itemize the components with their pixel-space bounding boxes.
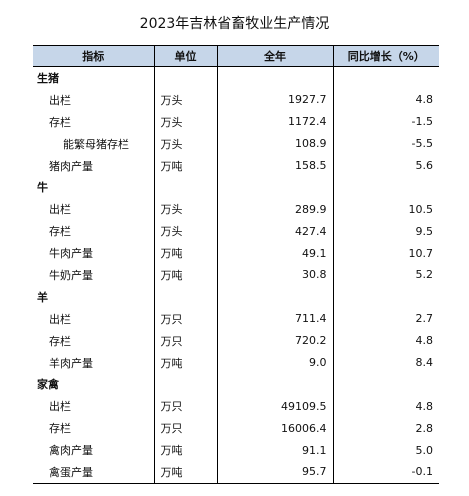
table-row: 猪肉产量 万吨 158.5 5.6 [33, 154, 439, 177]
row-growth: 4.8 [332, 88, 439, 111]
table-title: 2023年吉林省畜牧业生产情况 [139, 16, 330, 32]
row-unit: 万吨 [153, 439, 217, 462]
row-value: 1927.7 [216, 88, 333, 111]
table-row: 能繁母猪存栏 万头 108.9 -5.5 [33, 132, 439, 155]
header-year: 全年 [216, 45, 333, 67]
category-label: 家禽 [37, 378, 59, 392]
table-row: 出栏 万头 1927.7 4.8 [33, 88, 439, 111]
category-row: 羊 [33, 285, 439, 308]
table-row: 存栏 万头 1172.4 -1.5 [33, 110, 439, 133]
table-row: 存栏 万头 427.4 9.5 [33, 220, 439, 243]
row-growth: 4.8 [332, 395, 439, 418]
row-growth: 2.8 [332, 417, 439, 440]
category-row: 牛 [33, 176, 439, 199]
row-growth: -5.5 [332, 132, 439, 155]
row-unit: 万头 [153, 132, 217, 155]
row-name: 存栏 [49, 422, 71, 436]
row-unit: 万吨 [153, 264, 217, 286]
category-row: 生猪 [33, 66, 439, 89]
row-name: 禽蛋产量 [33, 461, 154, 484]
row-value: 289.9 [216, 198, 333, 221]
row-unit: 万头 [153, 88, 217, 111]
row-growth: -1.5 [332, 110, 439, 133]
row-growth: 10.7 [332, 242, 439, 265]
table-row: 出栏 万只 711.4 2.7 [33, 307, 439, 330]
row-name: 存栏 [49, 225, 71, 239]
header-unit: 单位 [153, 45, 217, 67]
row-growth: -0.1 [332, 461, 439, 484]
row-name: 出栏 [49, 312, 71, 326]
row-growth: 9.5 [332, 220, 439, 243]
row-value: 49109.5 [216, 395, 333, 418]
category-label: 牛 [37, 181, 48, 195]
row-name: 能繁母猪存栏 [63, 137, 129, 151]
row-name: 猪肉产量 [49, 159, 93, 173]
row-name: 牛奶产量 [49, 268, 93, 282]
table-row: 存栏 万只 720.2 4.8 [33, 329, 439, 352]
row-growth: 8.4 [332, 351, 439, 374]
row-unit: 万只 [153, 307, 217, 330]
row-unit: 万头 [153, 220, 217, 243]
category-row: 家禽 [33, 373, 439, 396]
category-label: 羊 [37, 290, 48, 304]
row-name: 出栏 [49, 93, 71, 107]
row-value: 158.5 [216, 154, 333, 177]
table-row: 羊肉产量 万吨 9.0 8.4 [33, 351, 439, 374]
row-value: 720.2 [216, 329, 333, 352]
table-row: 牛肉产量 万吨 49.1 10.7 [33, 242, 439, 265]
row-value: 108.9 [216, 132, 333, 155]
row-value: 9.0 [216, 351, 333, 374]
category-label: 生猪 [37, 71, 59, 85]
row-growth: 5.0 [332, 439, 439, 462]
table-row: 禽蛋产量 万吨 95.7 -0.1 [33, 461, 439, 484]
row-name: 羊肉产量 [49, 356, 93, 370]
row-value: 49.1 [216, 242, 333, 265]
header-indicator: 指标 [33, 45, 154, 67]
table-row: 禽肉产量 万吨 91.1 5.0 [33, 439, 439, 462]
row-unit: 万吨 [153, 461, 217, 484]
header-row: 指标 单位 全年 同比增长（%） [33, 45, 439, 67]
row-name: 出栏 [49, 203, 71, 217]
livestock-table: 指标 单位 全年 同比增长（%） 生猪 出栏 万头 1927.7 4.8 存栏 … [33, 45, 439, 484]
row-name: 出栏 [49, 400, 71, 414]
table-row: 存栏 万只 16006.4 2.8 [33, 417, 439, 440]
row-value: 711.4 [216, 307, 333, 330]
row-name: 牛肉产量 [49, 247, 93, 261]
row-growth: 2.7 [332, 307, 439, 330]
row-value: 91.1 [216, 439, 333, 462]
row-value: 95.7 [216, 461, 333, 484]
row-unit: 万只 [153, 329, 217, 352]
row-unit: 万只 [153, 417, 217, 440]
row-name: 存栏 [49, 115, 71, 129]
table-row: 牛奶产量 万吨 30.8 5.2 [33, 264, 439, 286]
row-growth: 10.5 [332, 198, 439, 221]
row-growth: 4.8 [332, 329, 439, 352]
row-growth: 5.6 [332, 154, 439, 177]
row-value: 427.4 [216, 220, 333, 243]
header-growth: 同比增长（%） [332, 45, 439, 67]
row-name: 存栏 [49, 334, 71, 348]
table-row: 出栏 万头 289.9 10.5 [33, 198, 439, 221]
row-unit: 万吨 [153, 154, 217, 177]
row-name: 禽肉产量 [49, 444, 93, 458]
row-value: 30.8 [216, 264, 333, 286]
row-unit: 万头 [153, 198, 217, 221]
row-unit: 万吨 [153, 242, 217, 265]
row-value: 16006.4 [216, 417, 333, 440]
table-row: 出栏 万只 49109.5 4.8 [33, 395, 439, 418]
row-unit: 万吨 [153, 351, 217, 374]
row-unit: 万头 [153, 110, 217, 133]
row-value: 1172.4 [216, 110, 333, 133]
row-unit: 万只 [153, 395, 217, 418]
row-growth: 5.2 [332, 264, 439, 286]
